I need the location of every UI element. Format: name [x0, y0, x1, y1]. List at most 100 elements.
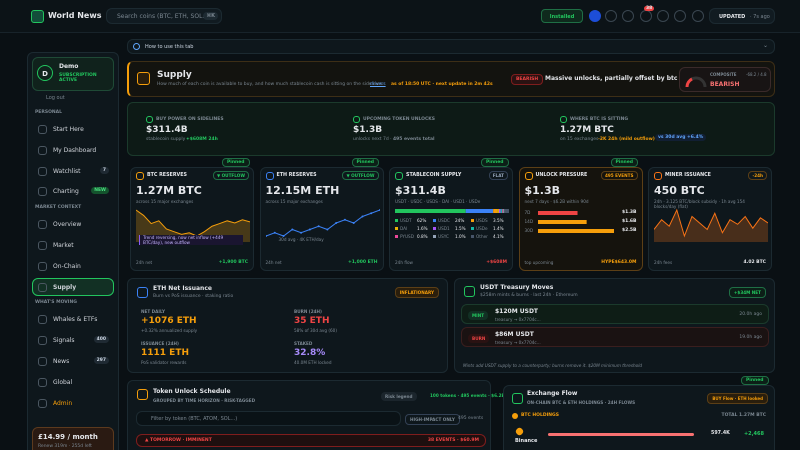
summary-note: stablecoin supply ·: [146, 137, 189, 142]
share-segment: [498, 209, 501, 213]
toolbar-icon[interactable]: [657, 10, 669, 22]
nav-label: Watchlist: [53, 167, 81, 175]
share-dot: [471, 235, 474, 238]
pinned-tag[interactable]: Pinned: [222, 158, 250, 167]
share-dot: [395, 227, 398, 230]
toolbar-icon[interactable]: [622, 10, 634, 22]
panel-icon: [512, 393, 523, 404]
move-detail: treasury → 0x7704c...: [495, 340, 541, 345]
nav-item[interactable]: Supply: [32, 277, 114, 296]
shortcut: ⌘K: [203, 12, 218, 20]
panel-badge: INFLATIONARY: [394, 287, 439, 298]
nav-item[interactable]: News 297: [32, 352, 114, 370]
signal-text: Massive unlocks, partially offset by btc…: [545, 75, 728, 82]
pinned-tag[interactable]: Pinned: [741, 376, 769, 385]
card-badge: 495 EVENTS: [600, 171, 638, 180]
nav-icon: [38, 145, 47, 155]
gauge-fill: [685, 77, 693, 88]
sidebar: D Demo SUBSCRIPTION ACTIVE Log out PERSONAL S…: [27, 52, 119, 450]
pinned-tag[interactable]: Pinned: [351, 158, 380, 167]
window-bar-box: [537, 211, 578, 215]
toolbar-icon[interactable]: [674, 10, 686, 22]
nav-item[interactable]: Overview: [32, 215, 114, 233]
toolbar-icon[interactable]: [640, 10, 652, 22]
card-badge: FLAT: [488, 171, 508, 180]
nav-icon: [38, 357, 47, 366]
panel-badge: +$34M NET: [728, 287, 766, 298]
nav-item[interactable]: Market: [32, 236, 114, 254]
metric-card: STABLECOIN SUPPLY FLAT $311.4B USDT · USDC …: [389, 167, 513, 271]
group-header: ▲ TOMORROW · IMMINENT 38 EVENTS · $60.9M: [136, 434, 486, 447]
toolbar-icon[interactable]: [692, 10, 704, 22]
panel-subtitle: $258m mints & burns · last 24h · Ethereu…: [480, 293, 578, 298]
exchange-bar: [548, 433, 694, 436]
section-title: MARKET CONTEXT: [35, 205, 82, 211]
header-title: Supply: [157, 70, 192, 80]
search-box[interactable]: Search coins (BTC, ETH, SOL...) ⌘K: [106, 8, 222, 24]
card-value: 1.27M BTC: [136, 184, 202, 197]
move-amount: $86M USDT: [495, 331, 534, 338]
share-name: USYC: [438, 234, 449, 239]
logo-icon: [31, 10, 44, 23]
stat-label: NET DAILY: [141, 309, 166, 314]
plan-renew: Renew 319m · 255d left: [38, 444, 92, 449]
risk-legend[interactable]: Risk legend: [381, 392, 417, 401]
share-name: Other: [476, 234, 488, 239]
window-label: 14D: [524, 219, 534, 224]
installed-button[interactable]: Installed: [541, 9, 583, 23]
nav-item[interactable]: Global: [32, 373, 114, 391]
toolbar-icon[interactable]: [605, 10, 617, 22]
spark-dot: [378, 209, 380, 211]
nav-item[interactable]: On-Chain: [32, 257, 114, 275]
logout[interactable]: Log out: [46, 95, 65, 101]
pinned-tag[interactable]: Pinned: [481, 158, 509, 167]
help-bar[interactable]: How to use this tab ⌄: [127, 39, 775, 54]
brand: World News: [48, 11, 102, 20]
section-title: BTC HOLDINGS: [521, 413, 559, 418]
nav-item[interactable]: Start Here: [32, 120, 114, 138]
share-dot: [395, 235, 398, 238]
nav-item[interactable]: Admin: [32, 394, 114, 412]
nav-item[interactable]: Signals 400: [32, 331, 114, 349]
metric-card: ETH RESERVES ▼ OUTFLOW 12.15M ETH across 15…: [259, 167, 384, 271]
eth-issuance-panel: ETH Net Issuance Burn vs PoS issuance · s…: [127, 278, 448, 373]
nav-badge: 297: [93, 357, 109, 364]
summary-delta: -2K 24h (mild outflow): [598, 137, 655, 142]
spark-dot: [360, 215, 363, 218]
move-time: 20.0h ago: [739, 312, 762, 317]
supply-header: Supply How much of each coin is available…: [127, 61, 775, 97]
nav-item[interactable]: Watchlist 7: [32, 162, 114, 180]
summary-extra: vs 30d avg +6.4%: [655, 134, 707, 141]
card-footer-label: 24h fees: [654, 260, 673, 265]
help-text: How to use this tab: [145, 44, 194, 50]
nav-label: Signals: [53, 337, 75, 345]
share-name: USD1: [438, 226, 450, 231]
summary-delta: 495 events total: [393, 137, 435, 142]
group-title: ▲ TOMORROW · IMMINENT: [145, 438, 212, 443]
header-icon: [137, 72, 150, 85]
nav-item[interactable]: Whales & ETFs: [32, 310, 114, 328]
filter-input[interactable]: Filter by token (BTC, ATOM, SOL...): [136, 411, 401, 426]
gauge-arc: [685, 76, 707, 88]
window-value: $2.5B: [621, 228, 637, 233]
notification-badge: 38: [644, 6, 655, 11]
stat-label: BURN (24H): [294, 309, 322, 314]
card-subtitle: across 15 major exchanges: [136, 199, 194, 204]
drivers-link[interactable]: drivers: [370, 82, 386, 87]
card-footer-label: 24h flow: [395, 260, 413, 265]
panel-icon: [464, 286, 475, 297]
panel-subtitle: Burn vs PoS issuance · staking ratio: [153, 294, 234, 299]
updated-pill: UPDATED · 7s ago: [709, 8, 775, 24]
nav-item[interactable]: Charting NEW: [32, 182, 114, 200]
window-bar-box: [537, 229, 614, 233]
metric-card: BTC RESERVES ▼ OUTFLOW 1.27M BTC across 15 …: [130, 167, 254, 271]
high-impact-chip[interactable]: HIGH-IMPACT ONLY: [405, 414, 460, 425]
toolbar-icon[interactable]: [589, 10, 601, 22]
spark-dot: [325, 228, 328, 231]
pinned-tag[interactable]: Pinned: [610, 158, 639, 167]
move-detail: treasury → 0x7704c...: [495, 317, 541, 322]
nav-label: Supply: [53, 283, 77, 291]
nav-badge: 400: [93, 336, 109, 344]
nav-item[interactable]: My Dashboard: [32, 141, 114, 159]
composite-verdict: BEARISH: [710, 81, 740, 88]
